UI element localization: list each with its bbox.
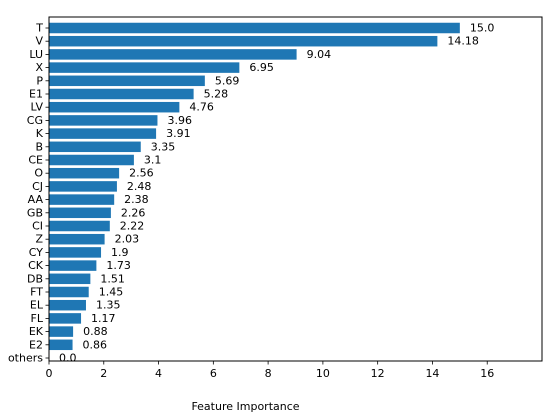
bar-O [49,167,120,179]
y-tick-label: E1 [29,88,43,101]
bar-EK [49,326,74,337]
bar-value-label: 15.0 [470,22,495,35]
x-tick-label: 12 [371,367,385,380]
y-tick-label: LV [31,101,44,114]
y-tick-label: T [35,22,43,35]
x-tick-label: 16 [480,367,494,380]
x-tick-label: 2 [100,367,107,380]
y-tick-label: FL [31,312,44,325]
x-tick-label: 4 [155,367,162,380]
bar-value-label: 5.69 [215,74,240,87]
y-tick-label: EK [29,325,44,338]
y-tick-label: LU [29,48,43,61]
bar-CI [49,220,110,232]
bar-K [49,128,157,139]
bar-value-label: 3.91 [166,127,191,140]
bar-B [49,141,141,153]
x-tick-label: 0 [46,367,53,380]
y-tick-label: CK [28,259,44,272]
y-tick-label: X [35,61,43,74]
bar-LV [49,101,180,113]
bar-value-label: 3.96 [167,114,192,127]
bar-FT [49,286,89,298]
bar-value-label: 3.35 [151,140,176,153]
bar-CG [49,115,158,126]
y-tick-label: AA [28,193,44,206]
plot-frame [48,16,543,362]
bar-LU [49,49,297,60]
y-tick-label: B [35,140,43,153]
y-tick-label: CI [32,220,43,233]
bar-CY [49,247,102,258]
bar-CK [49,260,97,271]
bar-V [49,35,438,47]
bar-value-label: 1.51 [100,272,125,285]
bar-FL [49,313,82,324]
bar-P [49,75,205,87]
bar-value-label: 2.38 [124,193,148,206]
bar-value-label: 2.56 [129,167,154,180]
bar-value-label: 2.03 [115,233,140,246]
bar-Z [49,233,105,245]
y-tick-label: CG [27,114,43,127]
bar-value-label: 5.28 [204,88,229,101]
bar-value-label: 0.0 [59,352,77,365]
x-tick-label: 8 [265,367,272,380]
x-axis-title: Feature Importance [191,400,299,413]
y-tick-label: P [36,74,43,87]
bar-value-label: 2.22 [120,220,145,233]
bar-E1 [49,88,194,100]
bar-value-label: 1.45 [99,286,124,299]
y-tick-label: O [34,167,43,180]
bar-value-labels: 15.014.18 9.04 6.95 5.695.284.763.963.913.3… [59,22,494,365]
y-tick-label: FT [30,286,43,299]
y-tick-label: V [35,35,43,48]
bar-value-label: 14.18 [447,35,479,48]
bar-CE [49,154,134,166]
bar-E2 [49,339,73,351]
bar-value-label: 0.86 [83,338,108,351]
bar-value-label: 1.9 [111,246,128,259]
bar-value-label: 1.73 [106,259,131,272]
bar-value-label: 1.35 [96,299,121,312]
bar-value-label: 2.26 [121,206,146,219]
y-tick-label: Z [35,233,43,246]
bar-value-label: 6.95 [249,61,274,74]
bars-group [49,22,460,351]
x-tick-label: 10 [316,367,330,380]
y-tick-label: E2 [29,338,43,351]
bar-value-label: 4.76 [189,101,214,114]
bar-value-label: 9.04 [307,48,332,61]
y-tick-label: EL [30,299,44,312]
y-tick-label: others [8,352,43,365]
x-tick-label: 14 [425,367,439,380]
bar-X [49,62,240,73]
y-tick-label: CJ [32,180,43,193]
x-tick-label: 6 [210,367,217,380]
bar-EL [49,299,86,311]
bar-value-label: 3.1 [144,154,162,167]
y-tick-label: DB [27,272,43,285]
bar-T [49,22,460,34]
y-tick-label: CY [29,246,43,259]
x-axis-ticks: 0 2 4 6 8 10 12 14 16 [46,361,494,380]
bar-CJ [49,181,117,192]
y-tick-labels: TVLUXPE1LVCGKBCEOCJAAGBCIZCYCKDBFTELFLEK… [8,22,49,365]
bar-AA [49,194,115,205]
y-tick-label: K [36,127,44,140]
bar-DB [49,273,91,285]
bar-value-label: 1.17 [91,312,116,325]
y-tick-label: CE [28,154,43,167]
bar-GB [49,207,111,219]
bar-value-label: 0.88 [83,325,108,338]
y-tick-label: GB [27,206,43,219]
bar-value-label: 2.48 [127,180,151,193]
